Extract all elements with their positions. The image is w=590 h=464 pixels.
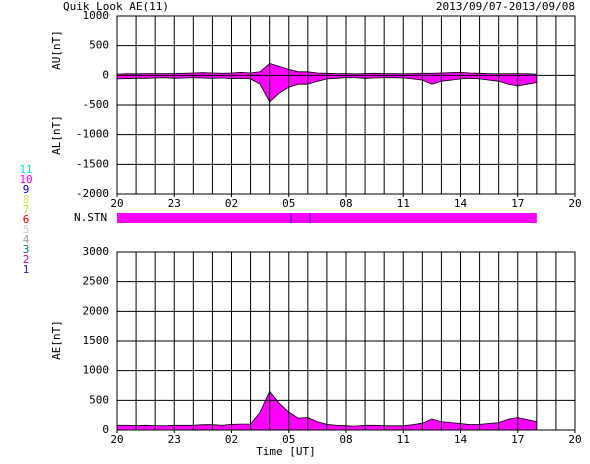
x-tick-label: 08 <box>339 197 352 210</box>
chart-title: Quik Look AE(11) <box>63 0 169 13</box>
x-tick-label: 20 <box>568 197 581 210</box>
x-tick-label: 05 <box>282 197 295 210</box>
date-range: 2013/09/07-2013/09/08 <box>436 0 575 13</box>
station-label: 6 <box>23 213 30 226</box>
nstn-label: N.STN <box>74 211 107 224</box>
x-tick-label: 02 <box>225 433 238 446</box>
y-tick-label: 2500 <box>83 275 110 288</box>
x-tick-label: 23 <box>168 197 181 210</box>
station-label: 4 <box>23 233 30 246</box>
station-label: 2 <box>23 253 30 266</box>
x-tick-label: 11 <box>397 197 410 210</box>
y-tick-label: 3000 <box>83 245 110 258</box>
y-tick-label: -1500 <box>76 157 109 170</box>
y-tick-label: 1000 <box>83 9 110 22</box>
y-tick-label: -500 <box>83 98 110 111</box>
station-label: 1 <box>23 263 30 276</box>
area-fill <box>117 63 537 76</box>
station-label: 11 <box>19 163 32 176</box>
y-tick-label: -1000 <box>76 128 109 141</box>
y-tick-label: 0 <box>102 423 109 436</box>
x-tick-label: 20 <box>110 433 123 446</box>
y-tick-label: 1500 <box>83 334 110 347</box>
station-label: 8 <box>23 193 30 206</box>
y-axis-label: AE[nT] <box>50 320 63 360</box>
x-tick-label: 23 <box>168 433 181 446</box>
area-fill <box>117 75 537 102</box>
x-tick-label: 20 <box>110 197 123 210</box>
area-fill <box>117 391 537 430</box>
station-label: 9 <box>23 183 30 196</box>
x-tick-label: 17 <box>511 433 524 446</box>
station-label: 3 <box>23 243 30 256</box>
station-label: 5 <box>23 223 30 236</box>
y-tick-label: -2000 <box>76 187 109 200</box>
nstn-bar <box>117 213 537 223</box>
x-tick-label: 11 <box>397 433 410 446</box>
y-tick-label: 2000 <box>83 304 110 317</box>
y-tick-label: 0 <box>102 68 109 81</box>
x-tick-label: 02 <box>225 197 238 210</box>
y-tick-label: 500 <box>89 393 109 406</box>
x-tick-label: 14 <box>454 197 468 210</box>
station-label: 10 <box>19 173 32 186</box>
x-tick-label: 08 <box>339 433 352 446</box>
x-tick-label: 05 <box>282 433 295 446</box>
x-tick-label: 17 <box>511 197 524 210</box>
y-tick-label: 500 <box>89 39 109 52</box>
y-tick-label: 1000 <box>83 364 110 377</box>
plot-frame <box>116 15 576 195</box>
x-tick-label: 20 <box>568 433 581 446</box>
station-label: 7 <box>23 203 30 216</box>
y-axis-label: AL[nT] <box>50 115 63 155</box>
x-axis-label: Time [UT] <box>256 445 316 458</box>
plot-frame <box>116 251 576 431</box>
y-axis-label: AU[nT] <box>50 30 63 70</box>
x-tick-label: 14 <box>454 433 468 446</box>
